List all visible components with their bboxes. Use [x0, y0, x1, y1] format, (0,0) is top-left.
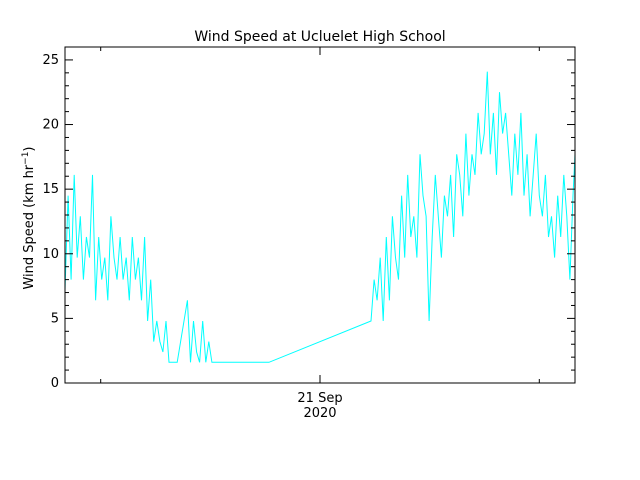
plot-frame [64, 46, 576, 384]
wind-speed-series-line [64, 71, 576, 363]
chart-title: Wind Speed at Ucluelet High School [194, 29, 445, 45]
x-tick-label-date: 21 Sep [297, 391, 342, 406]
y-axis-label-close: ) [22, 146, 37, 151]
y-axis-ticks: 0 5 10 15 20 25 [42, 53, 575, 391]
plot-area [64, 71, 576, 363]
y-tick-label: 0 [51, 376, 59, 391]
y-axis-label-main: Wind Speed (km hr [22, 164, 37, 289]
x-tick-label-year: 2020 [303, 406, 336, 421]
y-tick-label: 5 [51, 311, 59, 326]
y-axis-label: Wind Speed (km hr−1) [21, 146, 37, 289]
y-axis-label-exponent: −1 [21, 152, 31, 165]
y-tick-label: 25 [42, 53, 59, 68]
y-tick-label: 15 [42, 182, 59, 197]
y-tick-label: 10 [42, 247, 59, 262]
y-tick-label: 20 [42, 118, 59, 133]
